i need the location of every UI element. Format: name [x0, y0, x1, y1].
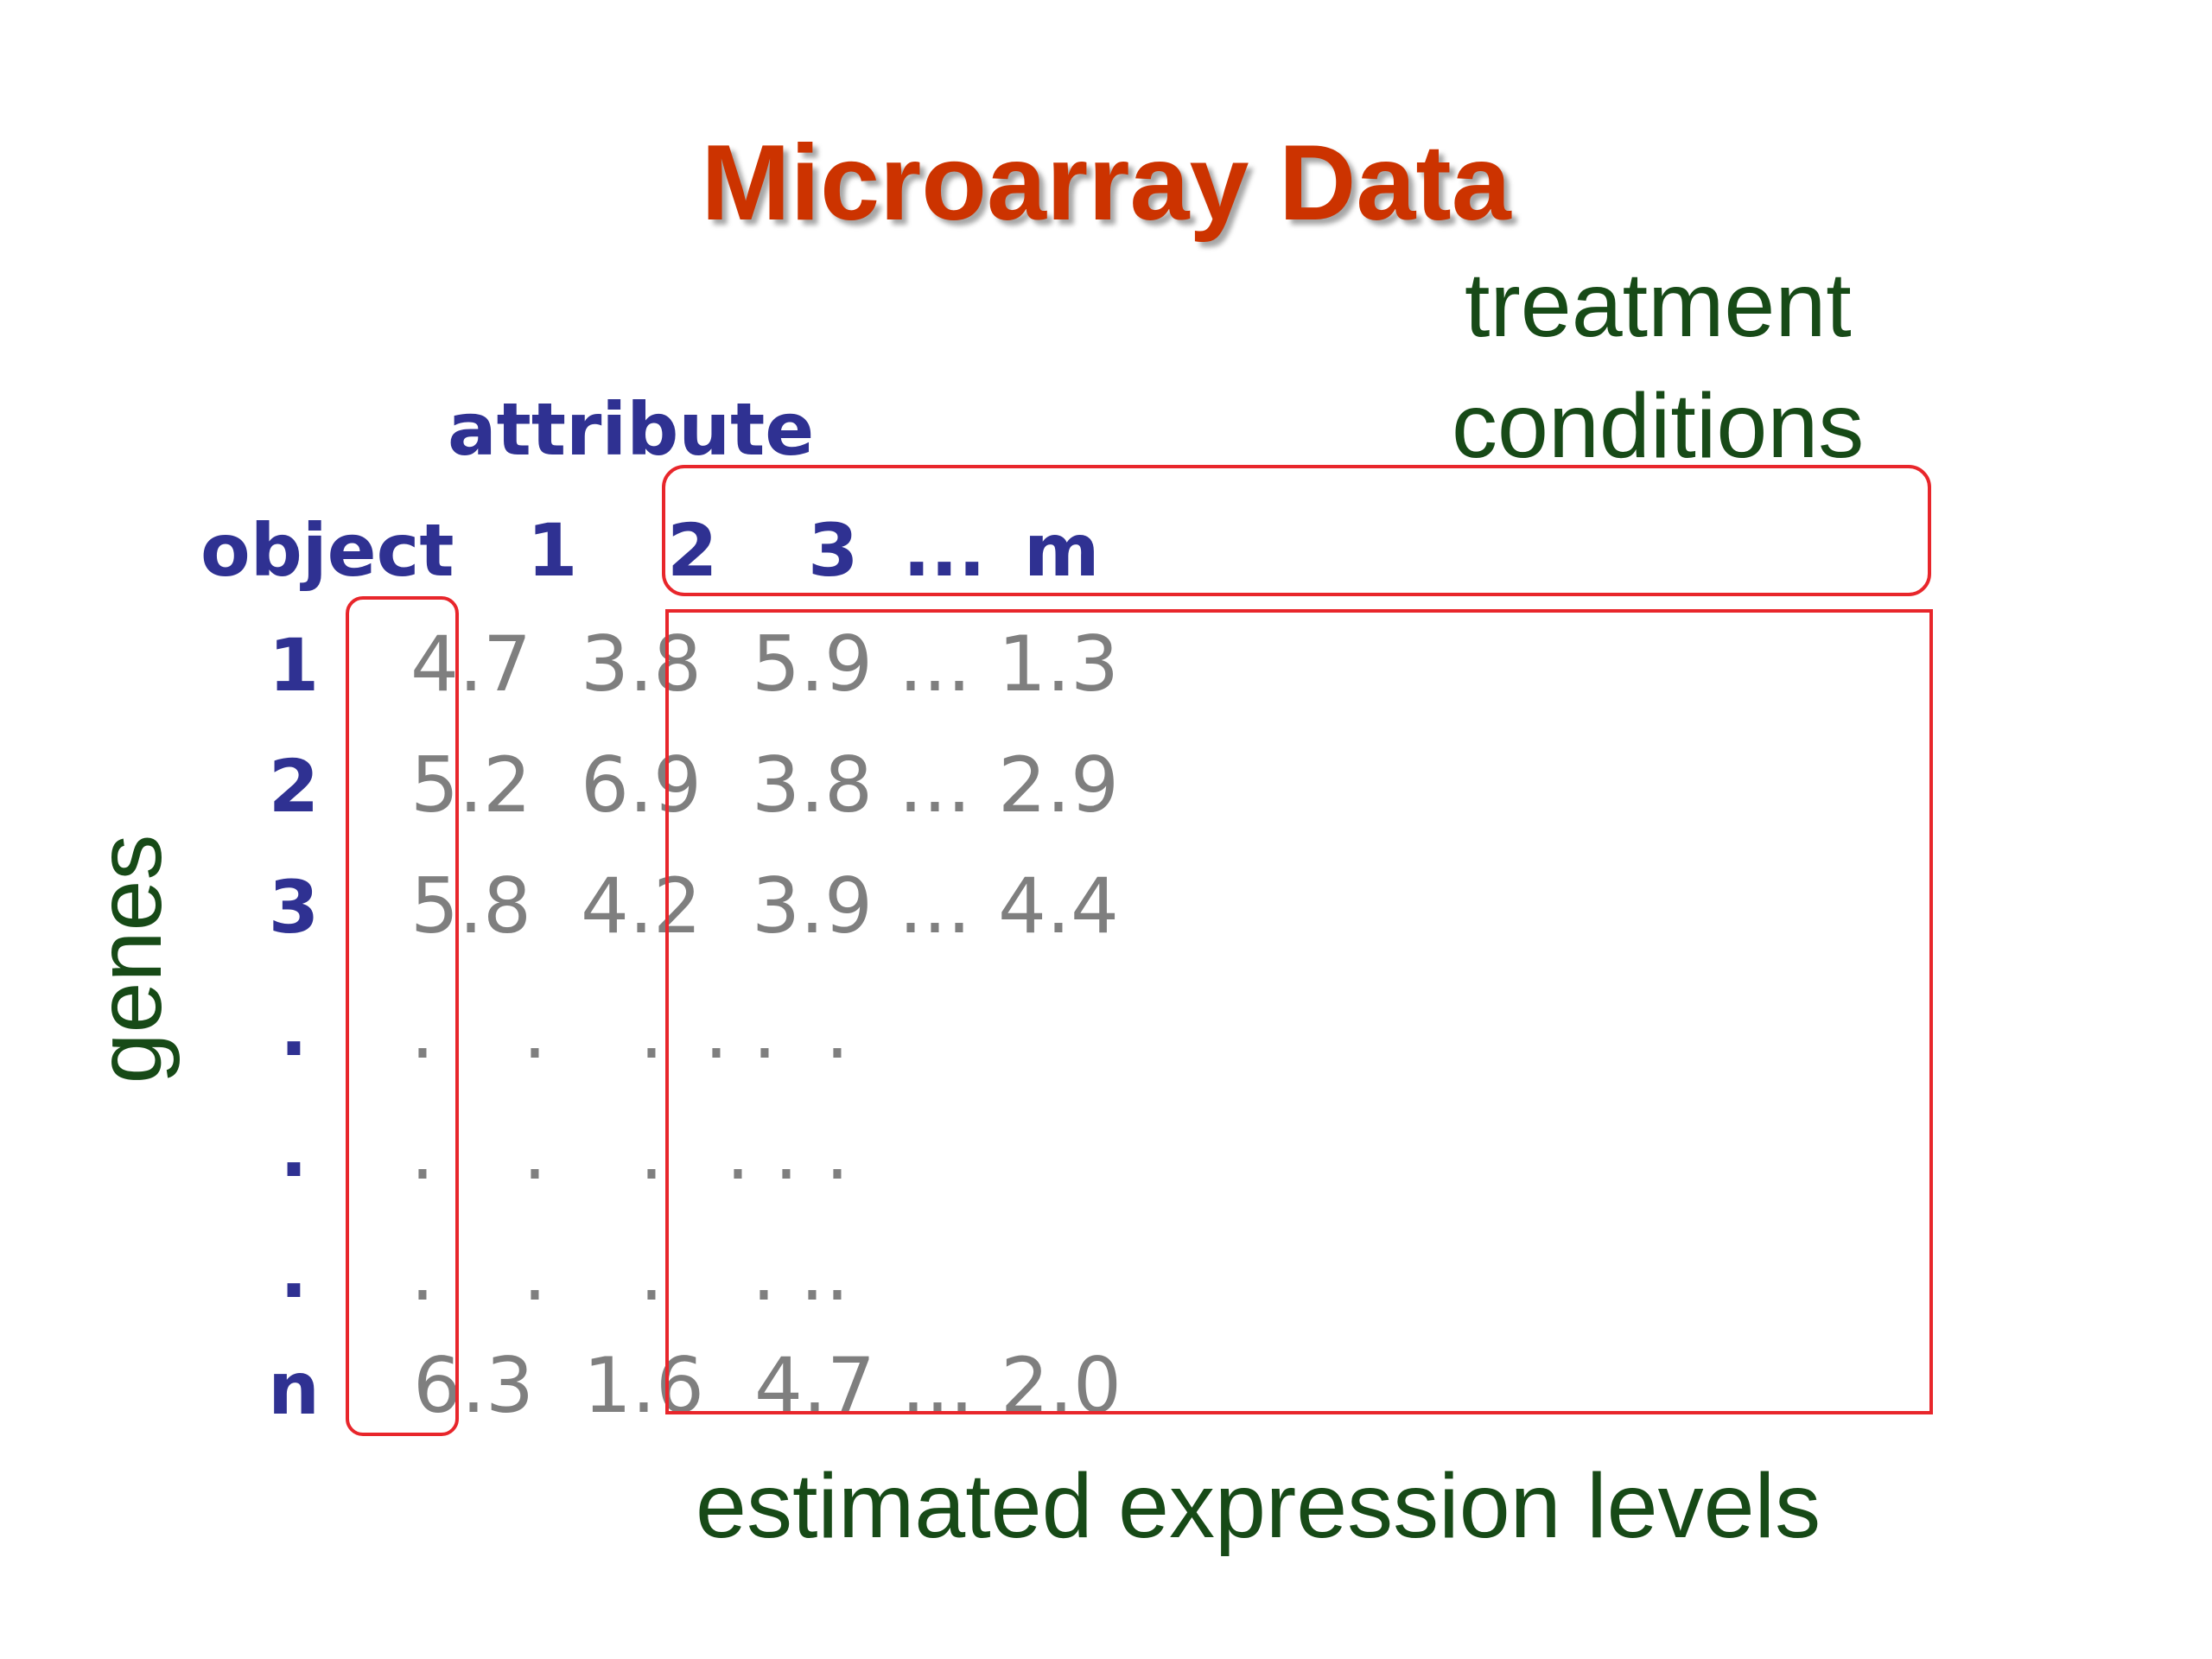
table-cell: 2.0 — [1001, 1341, 1122, 1430]
treatment-label-line1: treatment — [1465, 254, 1852, 356]
expression-levels-box — [665, 609, 1933, 1414]
table-cell: . — [523, 1108, 547, 1197]
table-cell: . — [523, 1229, 547, 1318]
table-cell: 4.4 — [998, 861, 1119, 950]
row-label: . — [280, 988, 308, 1072]
table-cell: 4.2 — [581, 861, 702, 950]
treatment-label-line2: conditions — [1452, 375, 1865, 477]
table-cell: . — [410, 987, 435, 1076]
table-cell: . . — [726, 1108, 798, 1197]
column-header-1: 1 — [527, 508, 578, 593]
estimated-expression-label: estimated expression levels — [696, 1455, 1821, 1557]
table-cell: . — [825, 1108, 849, 1197]
table-cell: 6.9 — [581, 741, 702, 830]
table-cell: ... — [899, 861, 971, 950]
table-cell: 1.6 — [583, 1341, 704, 1430]
column-header-3: 3 — [808, 508, 859, 593]
attribute-label: attribute — [448, 387, 815, 472]
table-cell: . — [825, 1229, 849, 1318]
table-cell: 3.8 — [752, 741, 873, 830]
table-cell: . — [825, 987, 849, 1076]
table-cell: 4.7 — [754, 1341, 875, 1430]
table-cell: 2.9 — [998, 741, 1119, 830]
table-cell: . — [639, 1229, 664, 1318]
table-cell: 5.8 — [410, 861, 531, 950]
table-cell: 4.7 — [410, 620, 531, 709]
row-label: n — [268, 1346, 320, 1431]
slide-title: Microarray Data — [701, 124, 1511, 243]
table-cell: 5.9 — [752, 620, 873, 709]
table-cell: ... — [899, 620, 971, 709]
table-cell: . . — [752, 1229, 824, 1318]
attribute-column-box — [346, 596, 459, 1436]
table-cell: . — [523, 987, 547, 1076]
table-cell: ... — [899, 741, 971, 830]
row-label: . — [280, 1230, 308, 1314]
table-cell: 5.2 — [410, 741, 531, 830]
row-label: 3 — [268, 865, 320, 950]
table-cell: . — [639, 1108, 664, 1197]
column-header-2: 2 — [667, 508, 718, 593]
table-cell: 3.9 — [752, 861, 873, 950]
table-cell: ... — [901, 1341, 974, 1430]
row-label: 2 — [268, 744, 320, 829]
table-cell: . — [410, 1229, 435, 1318]
table-cell: . — [639, 987, 664, 1076]
table-cell: 6.3 — [413, 1341, 534, 1430]
treatment-conditions-box — [662, 465, 1931, 596]
table-cell: . . — [704, 987, 777, 1076]
table-cell: 1.3 — [998, 620, 1119, 709]
table-cell: . — [410, 1108, 435, 1197]
table-cell: 3.8 — [581, 620, 702, 709]
column-header-m: m — [1024, 508, 1100, 593]
column-header-ellipsis: ... — [903, 508, 986, 593]
object-label: object — [200, 508, 454, 593]
row-label: 1 — [268, 623, 320, 708]
row-label: . — [280, 1109, 308, 1193]
